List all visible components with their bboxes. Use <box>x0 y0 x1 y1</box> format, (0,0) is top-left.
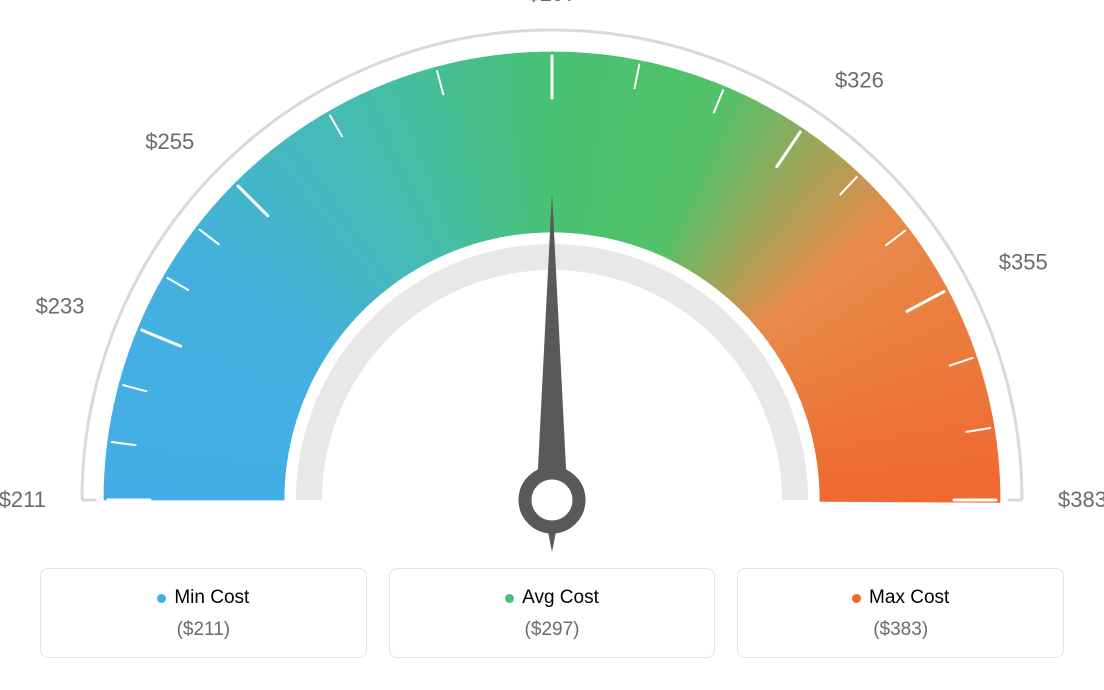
legend-card-avg: Avg Cost ($297) <box>389 568 716 658</box>
svg-text:$211: $211 <box>0 487 46 512</box>
legend-value-min: ($211) <box>51 619 356 641</box>
legend-label-avg: Avg Cost <box>522 587 599 609</box>
legend-dot-min <box>157 594 166 603</box>
svg-text:$326: $326 <box>835 68 884 93</box>
svg-text:$297: $297 <box>528 0 577 6</box>
legend-dot-avg <box>505 594 514 603</box>
legend-card-min: Min Cost ($211) <box>40 568 367 658</box>
legend-dot-max <box>852 594 861 603</box>
legend-title-avg: Avg Cost <box>505 587 599 609</box>
legend-title-min: Min Cost <box>157 587 249 609</box>
gauge-svg: $211 $233 $255 $297 $326 $355 $383 <box>0 0 1104 560</box>
svg-text:$355: $355 <box>999 249 1048 274</box>
svg-text:$233: $233 <box>36 293 85 318</box>
svg-text:$383: $383 <box>1058 487 1104 512</box>
legend-card-max: Max Cost ($383) <box>737 568 1064 658</box>
legend-title-max: Max Cost <box>852 587 949 609</box>
legend-value-avg: ($297) <box>400 619 705 641</box>
legend-row: Min Cost ($211) Avg Cost ($297) Max Cost… <box>0 568 1104 658</box>
legend-label-min: Min Cost <box>174 587 249 609</box>
legend-label-max: Max Cost <box>869 587 949 609</box>
cost-gauge: $211 $233 $255 $297 $326 $355 $383 <box>0 0 1104 560</box>
svg-text:$255: $255 <box>145 129 194 154</box>
legend-value-max: ($383) <box>748 619 1053 641</box>
